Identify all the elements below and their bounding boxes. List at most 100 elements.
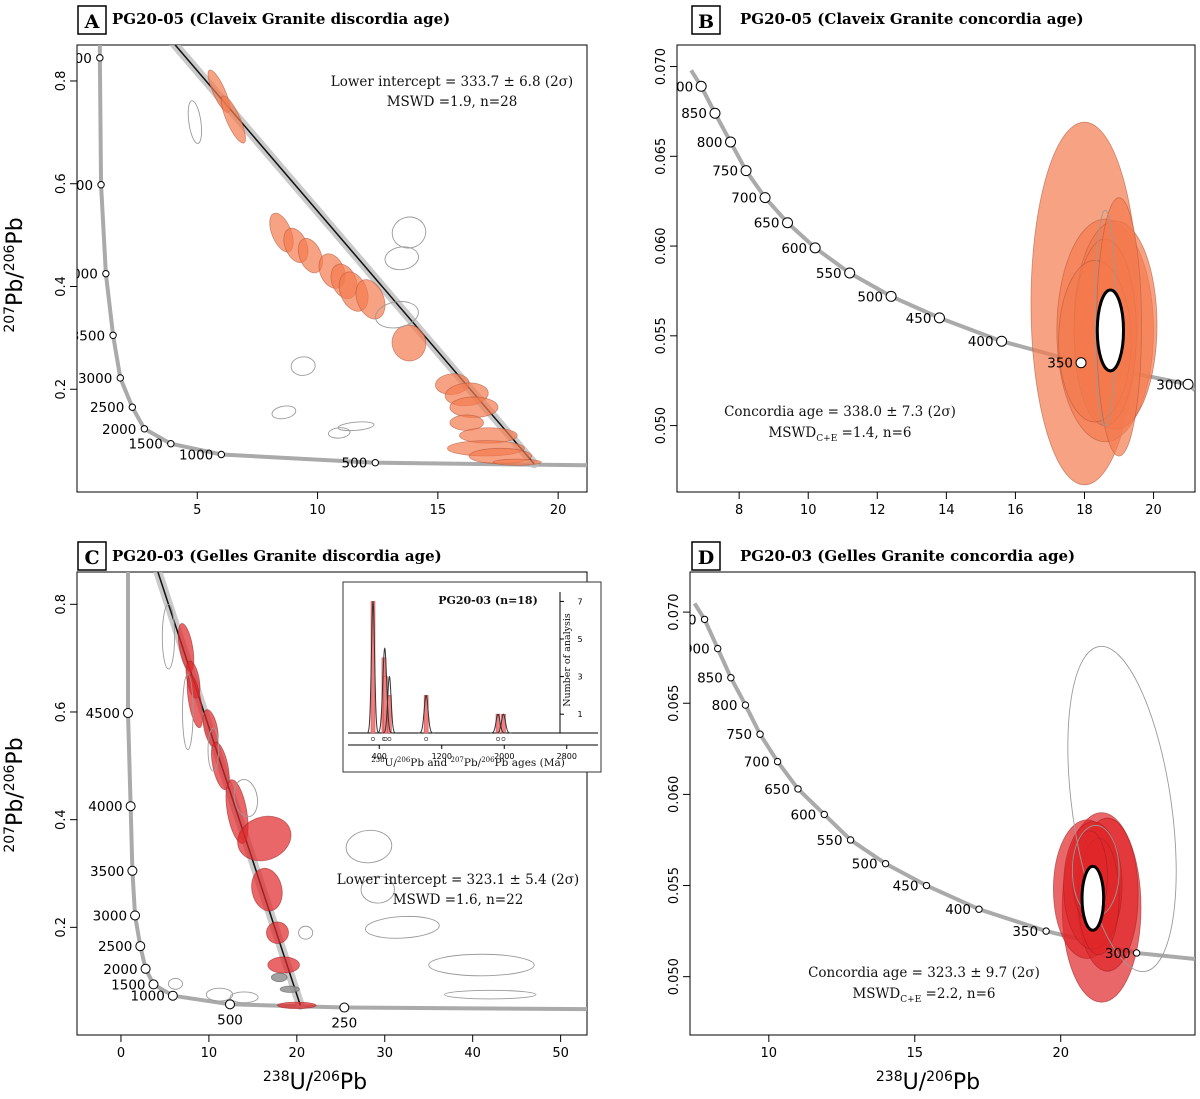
excluded-ellipse [391, 216, 427, 249]
plot-frame [76, 571, 588, 1036]
inset-kde-peak [382, 675, 397, 734]
age-marker [225, 999, 235, 1010]
age-marker [128, 403, 137, 411]
panel-a-intercept-text: Lower intercept = 333.7 ± 6.8 (2σ) [331, 74, 573, 90]
age-marker [127, 865, 138, 876]
age-label: 2000 [103, 962, 137, 978]
age-label: 750 [726, 727, 752, 743]
age-marker [809, 242, 821, 254]
panel-letter: D [698, 547, 714, 569]
age-label: 3500 [71, 328, 105, 344]
y-tick-label: 0.070 [654, 48, 669, 85]
y-tick-label: 0.8 [54, 71, 69, 92]
age-marker [975, 905, 983, 913]
excluded-ellipse [187, 100, 202, 144]
inset-xlabel: 238U/206Pb and 207Pb/206Pb ages (Ma) [371, 756, 565, 769]
excluded-ellipse [229, 991, 259, 1004]
age-label: 3000 [78, 371, 112, 387]
age-label: 1500 [111, 977, 145, 993]
y-tick-label: 0.065 [654, 138, 669, 175]
age-marker [846, 836, 855, 844]
inset-analysis-marker [424, 737, 429, 741]
data-ellipse [237, 815, 292, 862]
concordia-curve [97, 45, 587, 468]
y-tick-label: 0.070 [667, 593, 682, 630]
concordia-curve [692, 602, 1195, 961]
x-tick-label: 0 [117, 1046, 125, 1061]
age-label: 300 [1105, 946, 1131, 962]
age-label: 350 [1047, 356, 1073, 372]
data-ellipse [266, 921, 289, 944]
age-marker [695, 80, 707, 92]
age-marker [339, 1002, 350, 1013]
age-marker [102, 269, 110, 278]
y-tick-label: 0.050 [667, 958, 682, 995]
inset-ylabel: Number of analysis [562, 613, 573, 707]
age-label: 500 [342, 456, 368, 472]
age-label: 450 [906, 311, 932, 327]
age-marker [725, 136, 737, 148]
y-tick-label: 0.050 [654, 407, 669, 444]
age-marker [756, 730, 764, 738]
data-ellipse [267, 956, 300, 974]
x-axis-label-right: 238U/206Pb [876, 1069, 980, 1095]
panel-b: B PG20-05 (Claveix Granite concordia age)… [654, 5, 1196, 518]
x-tick-label: 10 [309, 503, 326, 518]
age-marker [1132, 949, 1141, 957]
age-label: 450 [893, 879, 919, 895]
x-tick-label: 10 [800, 503, 817, 518]
y-tick-label: 0.2 [54, 917, 69, 938]
age-marker [881, 859, 890, 868]
panel-a-mswd-text: MSWD =1.9, n=28 [387, 94, 518, 110]
x-tick-label: 10 [761, 1046, 778, 1061]
y-tick-label: 0.065 [667, 685, 682, 722]
age-marker [167, 990, 178, 1001]
x-tick-label: 20 [1052, 1046, 1069, 1061]
excluded-ellipse [345, 829, 393, 864]
y-tick-label: 0.8 [54, 594, 69, 615]
age-label: 800 [712, 698, 738, 714]
excluded-ellipse [375, 301, 419, 329]
age-label: 4500 [59, 178, 93, 194]
inset-x-tick-label: 2800 [557, 752, 577, 761]
plot-frame [689, 571, 1196, 1036]
panel-letter: A [84, 11, 100, 33]
excluded-ellipse [233, 779, 259, 818]
age-marker [740, 165, 752, 177]
excluded-ellipse [444, 989, 537, 1000]
age-label: 600 [790, 807, 816, 823]
inset-kde-peak [366, 601, 380, 734]
age-marker [727, 674, 735, 682]
inset-kde-peak [495, 713, 512, 734]
x-tick-label: 15 [906, 1046, 923, 1061]
age-label: 500 [217, 1012, 243, 1028]
x-tick-label: 10 [201, 1046, 218, 1061]
age-label: 400 [968, 334, 994, 350]
age-label: 350 [1012, 924, 1038, 940]
y-tick-label: 0.055 [654, 317, 669, 354]
data-ellipse [279, 985, 300, 993]
age-label: 850 [681, 106, 707, 122]
age-label: 2500 [98, 939, 132, 955]
age-label: 2000 [102, 422, 136, 438]
inset-x-tick-label: 400 [372, 752, 387, 761]
age-label: 900 [667, 79, 693, 95]
age-marker [371, 459, 380, 467]
x-tick-label: 50 [552, 1046, 569, 1061]
data-ellipse [297, 238, 323, 274]
inset-y-tick-label: 1 [577, 710, 582, 719]
data-ellipse [220, 95, 246, 144]
age-marker [714, 644, 722, 653]
age-marker [741, 701, 750, 709]
x-tick-label: 15 [430, 503, 447, 518]
excluded-ellipse [161, 603, 176, 670]
age-marker [794, 785, 802, 793]
age-marker [130, 910, 141, 921]
data-ellipse [211, 741, 230, 790]
inset-analysis-marker [383, 737, 388, 741]
age-marker [148, 979, 159, 990]
panel-b-mswd-text: MSWDC+E =1.4, n=6 [768, 425, 911, 444]
panel-d: D PG20-03 (Gelles Granite concordia age) 1… [667, 541, 1196, 1061]
age-marker [1042, 927, 1050, 935]
